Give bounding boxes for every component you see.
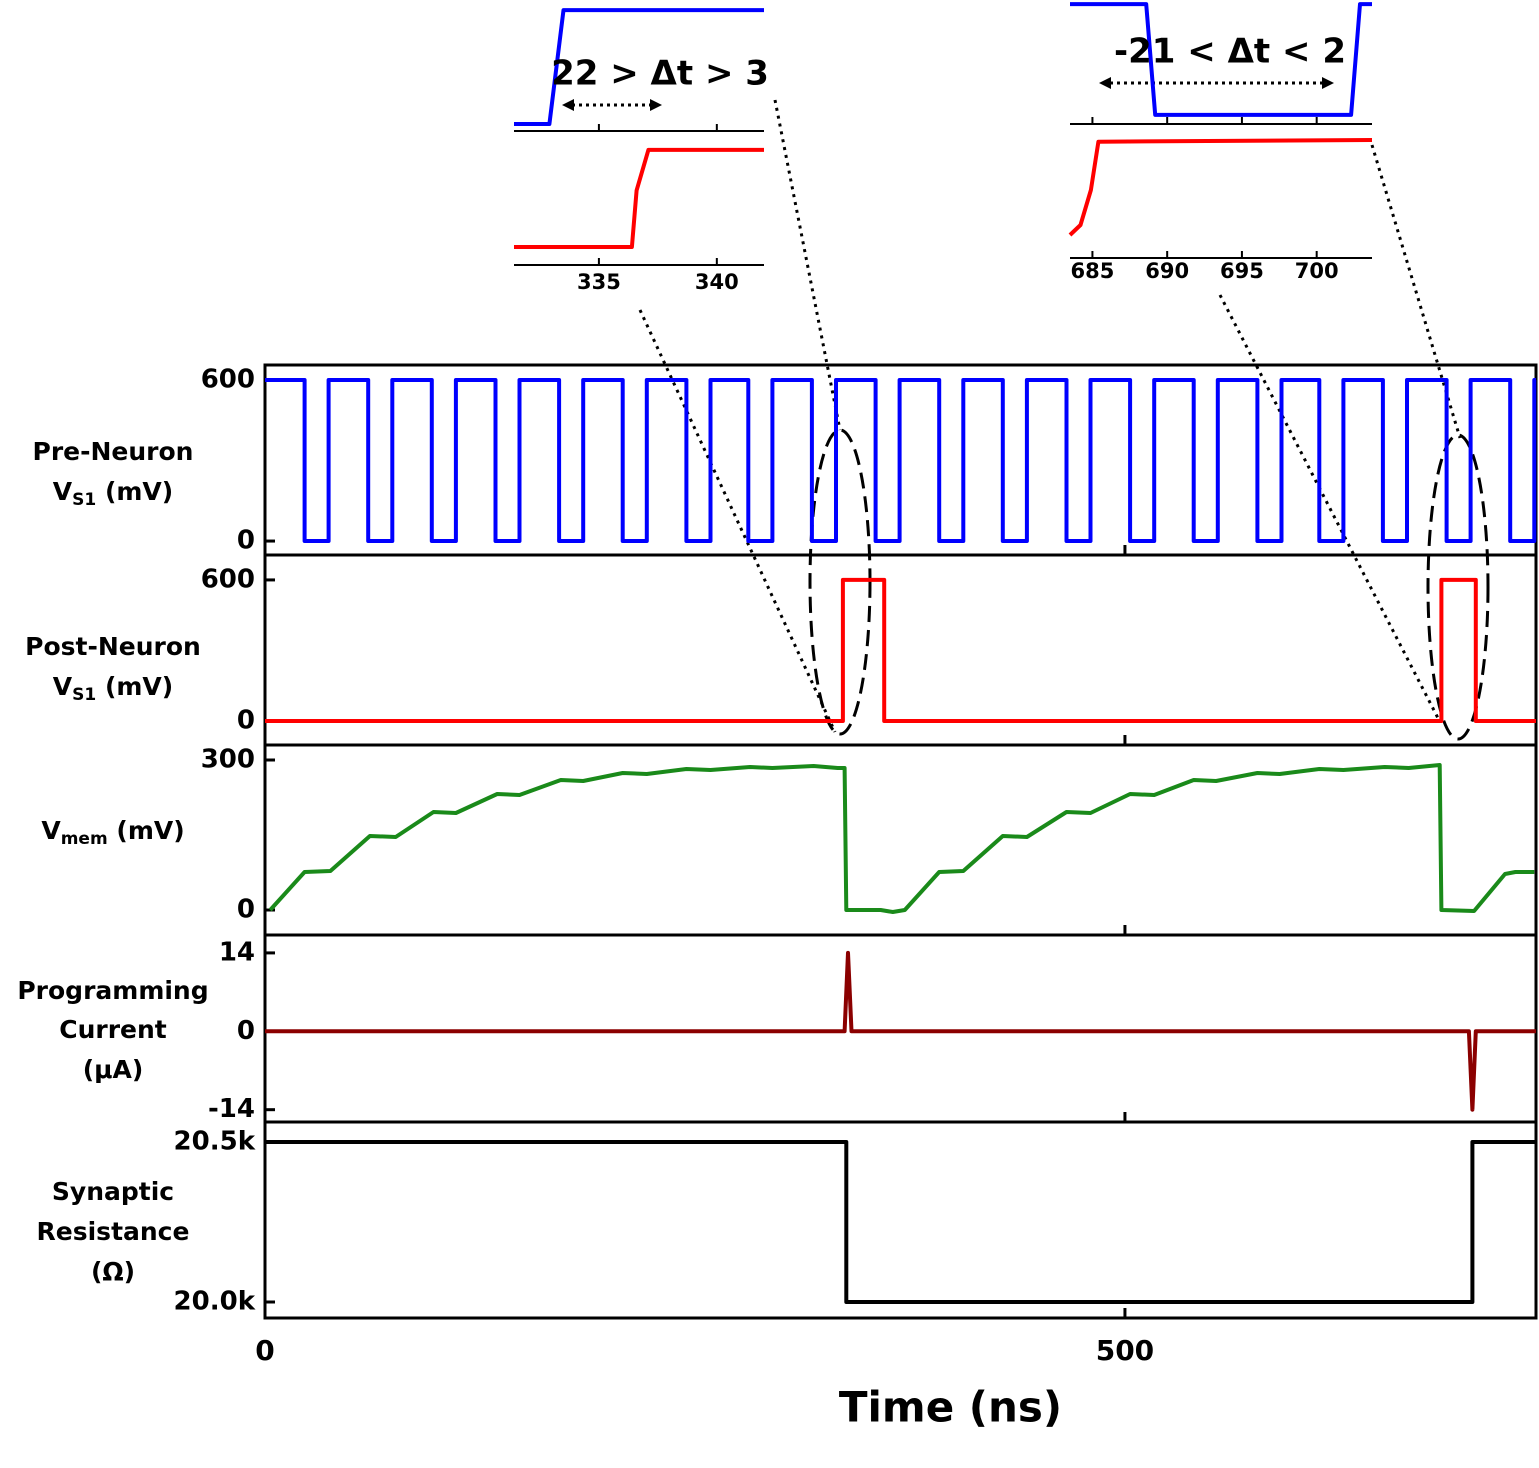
y-axis-label: Synaptic [52,1177,174,1206]
zoom-line [638,309,837,733]
x-tick-label: 340 [695,270,739,294]
y-tick-label: 14 [219,937,255,967]
arrowhead [650,99,662,111]
signal-line [514,147,764,249]
panel: 0 300 Vmem (mV) [41,743,1538,937]
panel-frame [263,933,1538,1124]
y-axis-label: Programming [17,976,208,1005]
panel-frame [263,743,1538,937]
label-main: V [41,816,61,845]
signal-line [265,950,1536,1112]
delta-arrows [572,81,1323,107]
y-tick-label: 0 [237,1016,255,1046]
signal-line [1068,138,1373,237]
signal-line [514,8,764,126]
panel-frame [263,553,1538,747]
signal-line [265,577,1536,723]
y-axis-label: (μA) [83,1055,144,1084]
y-tick-label: 600 [201,564,255,594]
label-subscript: S1 [72,685,96,705]
y-tick-label: 600 [201,365,255,395]
x-tick-label: 0 [255,1334,274,1367]
label-rest: (mV) [96,477,173,506]
panel: -14 0 14 Programming Current (μA) [17,933,1538,1124]
y-tick-label: 0 [237,895,255,925]
y-tick-label: 0 [237,526,255,556]
y-axis-label: Pre-Neuron [33,437,194,466]
y-tick-label: 300 [201,745,255,775]
y-tick-label: 0 [237,706,255,736]
y-tick-label: -14 [208,1094,255,1124]
y-tick-label: 20.5k [174,1127,256,1157]
label-subscript: S1 [72,490,96,510]
panel-frame [263,1120,1538,1320]
arrowhead [562,99,574,111]
label-subscript: mem [61,829,108,849]
signal-line [265,378,1537,543]
label-rest: (mV) [108,816,185,845]
x-tick-label: 500 [1096,1334,1154,1367]
x-tick-label: 685 [1071,259,1115,283]
y-axis-label: Current [59,1015,167,1044]
x-tick-label: 695 [1220,259,1264,283]
y-axis-label: (Ω) [91,1257,135,1286]
signal-line [268,763,1535,914]
panel: 0 600 Pre-Neuron VS1 (mV) [33,363,1538,557]
inset: 335 340 22 > Δt > 3 [514,8,769,294]
highlight-ellipse [1426,433,1490,741]
label-rest: (mV) [96,672,173,701]
y-axis-label: Resistance [37,1217,190,1246]
signal-line [1070,2,1372,117]
y-axis-label: Post-Neuron [25,632,201,661]
panel: 0 600 Post-Neuron VS1 (mV) [25,553,1538,747]
zoom-line [1370,144,1462,439]
label-main: V [53,477,73,506]
zoom-line [773,99,842,431]
x-tick-label: 690 [1145,259,1189,283]
x-tick-label: 700 [1295,259,1339,283]
annotation: -21 < Δt < 2 [1114,32,1346,72]
signal-line [265,1140,1536,1304]
zoom-guides [638,99,1490,741]
arrowhead [1322,77,1334,89]
y-axis-label: Vmem (mV) [41,816,184,849]
y-tick-label: 20.0k [174,1287,256,1317]
annotation: 22 > Δt > 3 [551,54,769,94]
highlight-ellipse [808,428,872,736]
arrowheads [562,77,1334,111]
x-tick-label: 335 [577,270,621,294]
y-axis-label: VS1 (mV) [53,477,173,510]
inset: 685 690 695 700 -21 < Δt < 2 [1068,2,1373,283]
label-main: V [53,672,73,701]
x-axis-label: Time (ns) [839,1383,1062,1432]
arrowhead [1099,77,1111,89]
y-axis-label: VS1 (mV) [53,672,173,705]
